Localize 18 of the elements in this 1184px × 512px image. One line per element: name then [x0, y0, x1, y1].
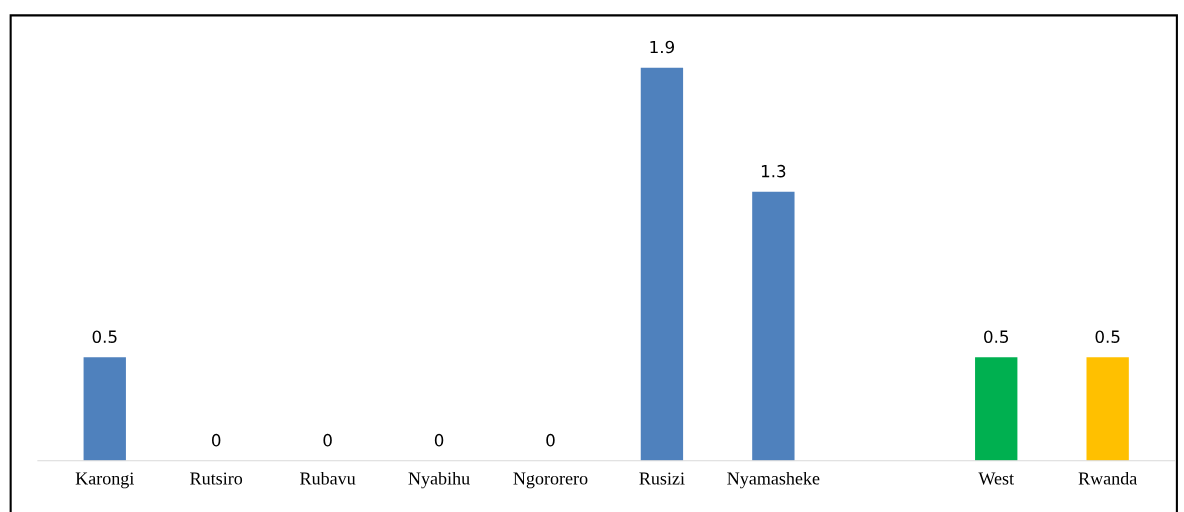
data-label: 0.5: [1095, 330, 1120, 343]
data-label: 1.9: [650, 40, 675, 54]
x-tick-label: Karongi: [75, 472, 134, 489]
data-label: 1.3: [761, 164, 786, 178]
data-label: 0: [211, 433, 221, 447]
data-label: 0: [546, 433, 555, 447]
x-tick-label: Rusizi: [639, 472, 685, 485]
data-label: 0.5: [984, 330, 1009, 343]
x-tick-label: Rwanda: [1078, 471, 1137, 485]
x-tick-label: Nyabihu: [408, 471, 470, 489]
data-label: 0: [323, 433, 332, 447]
x-tick-label: Rutsiro: [190, 472, 243, 485]
data-label: 0.5: [92, 330, 117, 343]
data-label: 0: [434, 433, 444, 447]
x-tick-label: Ngororero: [513, 472, 588, 489]
x-tick-label: Nyamasheke: [727, 471, 820, 489]
x-tick-label: Rubavu: [300, 471, 356, 485]
x-tick-label: West: [978, 472, 1014, 485]
